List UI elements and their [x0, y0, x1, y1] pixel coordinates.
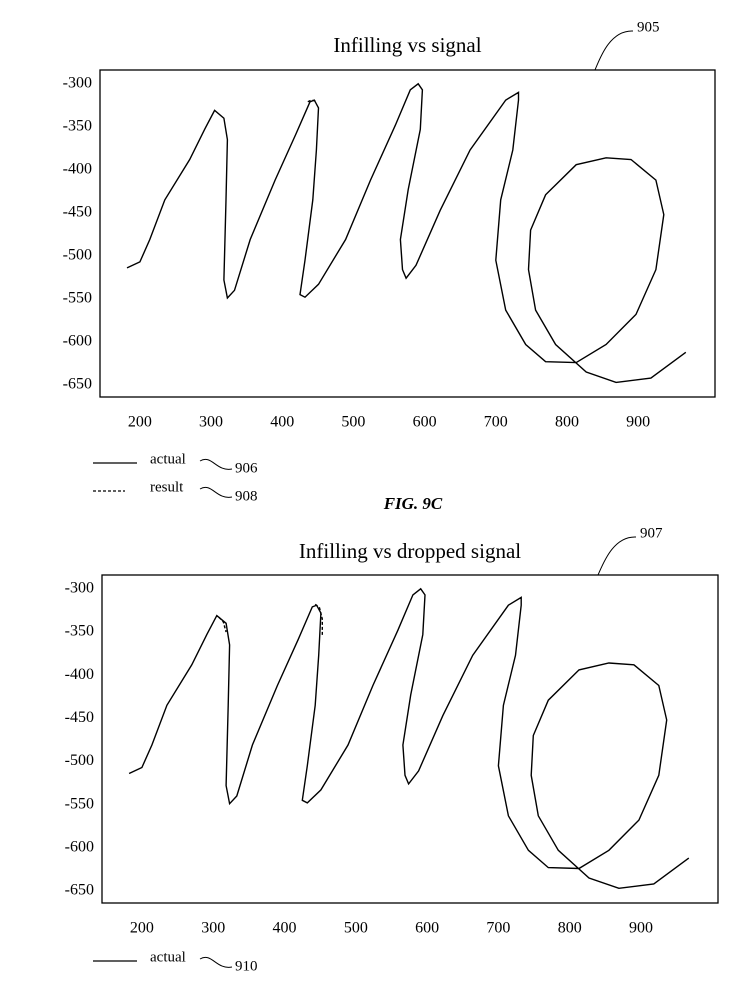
figure-label: FIG. 9C: [383, 494, 443, 513]
reference-number: 905: [637, 19, 660, 35]
reference-leader: [597, 536, 637, 576]
x-tick-label: 800: [558, 920, 582, 937]
y-tick-label: -400: [63, 160, 92, 177]
x-tick-label: 700: [484, 414, 508, 431]
series-line: [218, 603, 323, 637]
x-tick-label: 400: [273, 920, 297, 937]
legend-label: result: [150, 479, 184, 495]
x-tick-label: 900: [626, 414, 650, 431]
y-tick-label: -350: [65, 623, 94, 640]
series-line: [126, 82, 687, 384]
series-line: [307, 99, 316, 103]
legend-reference: 910: [235, 958, 258, 974]
y-tick-label: -450: [63, 204, 92, 221]
y-tick-label: -650: [63, 376, 92, 393]
reference-leader: [594, 30, 634, 71]
y-tick-label: -300: [65, 579, 94, 596]
chart-title: Infilling vs dropped signal: [299, 539, 521, 563]
legend-reference: 908: [235, 488, 258, 504]
x-tick-label: 900: [629, 920, 653, 937]
series-line: [128, 587, 690, 890]
chart-title: Infilling vs signal: [333, 33, 481, 57]
x-tick-label: 800: [555, 414, 579, 431]
x-tick-label: 200: [130, 920, 154, 937]
legend-leader: [199, 486, 233, 498]
y-tick-label: -350: [63, 117, 92, 134]
y-tick-label: -650: [65, 882, 94, 899]
x-tick-label: 600: [413, 414, 437, 431]
reference-number: 907: [640, 525, 663, 541]
y-tick-label: -600: [63, 333, 92, 350]
y-tick-label: -400: [65, 666, 94, 683]
legend-label: actual: [150, 949, 186, 965]
x-tick-label: 300: [199, 414, 223, 431]
legend-reference: 906: [235, 460, 258, 476]
y-tick-label: -600: [65, 838, 94, 855]
legend-leader: [199, 458, 233, 470]
x-tick-label: 500: [344, 920, 368, 937]
legend-label: actual: [150, 451, 186, 467]
x-tick-label: 400: [270, 414, 294, 431]
y-tick-label: -550: [63, 290, 92, 307]
y-tick-label: -500: [65, 752, 94, 769]
x-tick-label: 600: [415, 920, 439, 937]
legend-leader: [199, 956, 233, 968]
y-tick-label: -450: [65, 709, 94, 726]
plot-frame: [101, 574, 719, 904]
x-tick-label: 200: [128, 414, 152, 431]
x-tick-label: 500: [341, 414, 365, 431]
x-tick-label: 300: [201, 920, 225, 937]
plot-frame: [99, 69, 716, 398]
y-tick-label: -300: [63, 74, 92, 91]
y-tick-label: -500: [63, 247, 92, 264]
x-tick-label: 700: [486, 920, 510, 937]
y-tick-label: -550: [65, 795, 94, 812]
